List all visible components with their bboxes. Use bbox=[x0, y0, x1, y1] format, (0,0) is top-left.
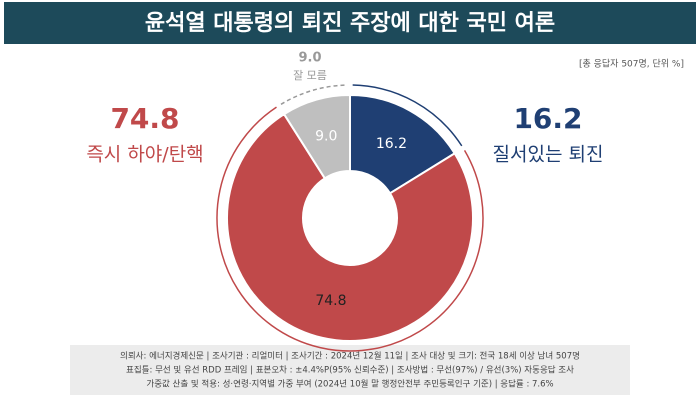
callout-category: 잘 모름 bbox=[293, 69, 327, 82]
slice bbox=[282, 93, 351, 180]
slice-label: 16.2 bbox=[376, 136, 407, 152]
outer-arc bbox=[352, 84, 463, 147]
callout-category: 즉시 하야/탄핵 bbox=[86, 144, 203, 166]
footer-line: 의뢰사: 에너지경제신문 | 조사기관 : 리얼미터 | 조사기간 : 2024… bbox=[120, 351, 580, 362]
outer-arc bbox=[216, 106, 484, 352]
footer-line: 표집틀: 무선 및 유선 RDD 프레임 | 표본오차 : ±4.4%P(95%… bbox=[126, 365, 574, 376]
footer-line: 가중값 산출 및 적용: 성·연령·지역별 가중 부여 (2024년 10월 말… bbox=[146, 379, 553, 390]
slice-label: 74.8 bbox=[315, 293, 346, 309]
callout-value: 74.8 bbox=[110, 102, 179, 135]
footer-box bbox=[70, 345, 630, 395]
callout-value: 16.2 bbox=[513, 102, 582, 135]
slice bbox=[226, 112, 474, 342]
callout-value: 9.0 bbox=[298, 51, 321, 66]
outer-arc bbox=[280, 84, 348, 105]
chart-title: 윤석열 대통령의 퇴진 주장에 대한 국민 여론 bbox=[145, 11, 555, 36]
unit-note: [총 응답자 507명, 단위 %] bbox=[579, 58, 684, 70]
callout-category: 질서있는 퇴진 bbox=[493, 144, 604, 166]
slice-label: 9.0 bbox=[315, 128, 337, 144]
title-bar bbox=[4, 2, 696, 44]
